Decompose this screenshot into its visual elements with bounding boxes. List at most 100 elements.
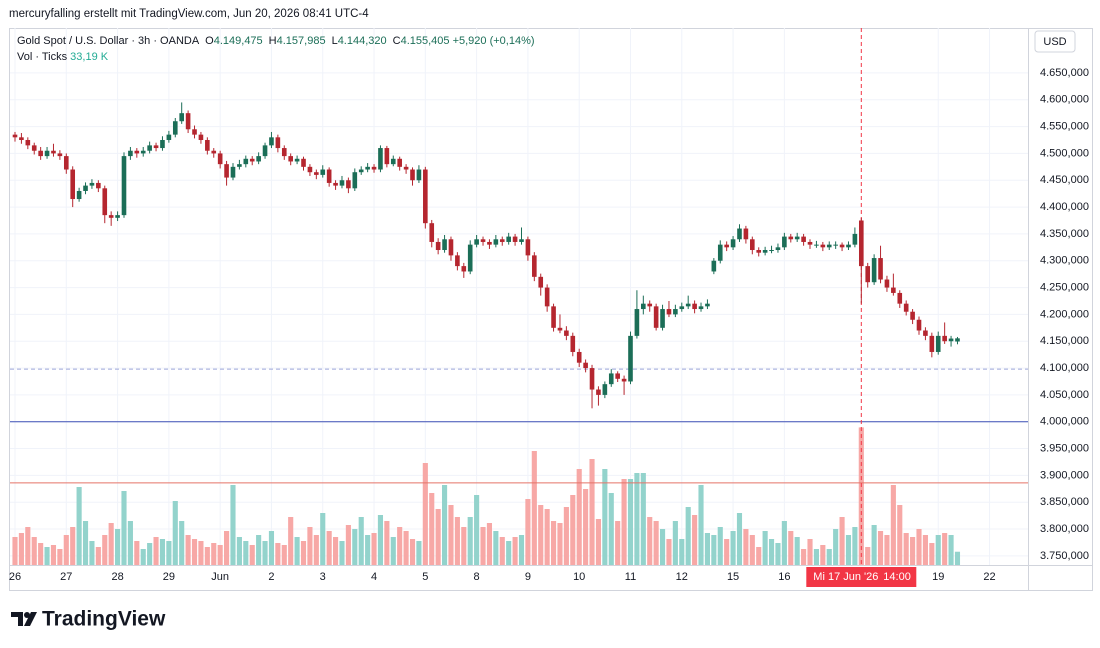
y-tick-label: 3.750,000: [1040, 550, 1089, 562]
volume-bar: [692, 515, 698, 565]
volume-bar: [942, 533, 948, 565]
candle-body: [185, 113, 191, 130]
y-tick-label: 4.400,000: [1040, 201, 1089, 213]
candle-body: [673, 309, 678, 315]
volume-bar: [230, 485, 236, 565]
volume-bar: [429, 493, 435, 565]
y-tick-label: 4.050,000: [1040, 389, 1089, 401]
volume-bar: [698, 485, 704, 565]
candle-body: [955, 338, 960, 342]
volume-bar: [397, 527, 403, 565]
volume-bar: [134, 541, 140, 565]
volume-bar: [166, 541, 172, 565]
volume-bar: [499, 537, 505, 565]
change: +5,920 (+0,14%): [450, 35, 535, 47]
ohlc-key: L: [332, 35, 338, 47]
candle-body: [711, 260, 717, 272]
candle-body: [846, 244, 851, 248]
candle-body: [512, 236, 518, 242]
candle-body: [346, 180, 351, 189]
volume-bar: [422, 463, 428, 565]
volume-bar: [179, 521, 185, 565]
candle-body: [820, 244, 826, 248]
volume-bar: [557, 523, 563, 565]
brand: TradingView: [42, 608, 166, 631]
y-tick-label: 4.600,000: [1040, 94, 1089, 106]
candle-body: [38, 150, 43, 157]
candle-body: [897, 292, 903, 304]
y-tick-label: 4.450,000: [1040, 174, 1089, 186]
candle-body: [435, 241, 441, 251]
ohlc-value: 4.144,320: [338, 35, 387, 47]
candle-body: [288, 156, 293, 162]
candle-body: [750, 239, 755, 251]
candle-body: [724, 244, 729, 248]
candle-body: [423, 169, 428, 224]
x-tick-label: 19: [932, 571, 944, 583]
candle-body: [903, 303, 909, 312]
volume-bar: [711, 535, 717, 565]
candle-body: [371, 166, 377, 170]
x-tick-label: Jun: [211, 571, 229, 583]
volume-bar: [550, 521, 557, 565]
volume-bar: [480, 527, 486, 565]
ohlc-value: 4.155,405: [401, 35, 450, 47]
candle-body: [730, 239, 736, 248]
candle-body: [532, 255, 537, 277]
volume-bar: [794, 537, 800, 565]
x-tick-label: 9: [525, 571, 531, 583]
volume-bar: [762, 531, 768, 565]
volume-layer: [12, 427, 961, 565]
volume-bar: [621, 479, 627, 565]
volume-bar: [76, 487, 82, 565]
volume-bar: [724, 539, 730, 565]
volume-bar: [377, 515, 384, 565]
volume-bar: [268, 531, 275, 565]
volume-bar: [12, 537, 18, 565]
currency[interactable]: USD: [1043, 36, 1066, 48]
candle-body: [878, 258, 883, 280]
volume-bar: [653, 521, 659, 565]
volume-bar: [333, 537, 339, 565]
volume-bar: [583, 489, 589, 565]
candle-body: [621, 378, 627, 382]
volume-bar: [890, 485, 896, 565]
currency-box[interactable]: [1034, 30, 1076, 53]
volume-bar: [877, 531, 884, 565]
volume-bar: [38, 543, 44, 565]
candle-body: [647, 303, 653, 307]
candle-body: [948, 338, 954, 342]
candle-body: [467, 244, 473, 272]
y-tick-label: 4.500,000: [1040, 147, 1089, 159]
candle-body: [217, 153, 223, 165]
volume-bar: [826, 549, 832, 565]
volume-bar: [916, 529, 922, 565]
volume-bar: [730, 531, 736, 565]
x-tick-label: 26: [9, 571, 21, 583]
volume-bar: [409, 539, 416, 565]
candle-body: [666, 309, 672, 315]
candle-body: [519, 239, 524, 242]
volume-bar: [627, 479, 634, 565]
volume-bar: [403, 531, 409, 565]
candle-body: [153, 145, 159, 149]
candle-body: [83, 185, 88, 191]
volume-bar: [191, 539, 198, 565]
candle-body: [397, 158, 402, 167]
candle-body: [935, 335, 941, 352]
candle-body: [839, 244, 845, 248]
volume-bar: [608, 493, 614, 565]
candle-body: [63, 156, 69, 170]
volume-name: Vol · Ticks: [17, 51, 68, 63]
volume-bar: [89, 541, 95, 565]
volume-bar: [506, 541, 512, 565]
candle-body: [12, 134, 18, 138]
volume-bar: [236, 537, 242, 565]
legend-line: Gold Spot / U.S. Dollar · 3h · OANDA O4.1…: [17, 35, 535, 47]
candle-body: [705, 303, 710, 307]
volume-bar: [781, 521, 787, 565]
volume-bar: [249, 545, 255, 565]
candle-body: [301, 158, 306, 167]
volume-bar: [31, 537, 37, 565]
candle-body: [281, 148, 287, 157]
